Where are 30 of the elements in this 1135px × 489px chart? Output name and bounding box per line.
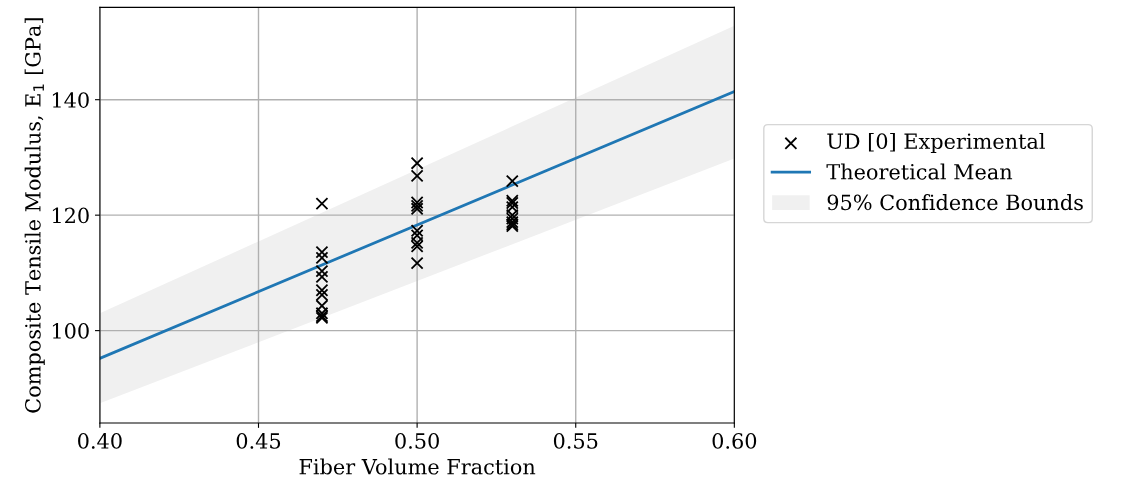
x-axis-title: Fiber Volume Fraction [299, 458, 536, 475]
legend-label: UD [0] Experimental [827, 132, 1045, 154]
point [315, 288, 329, 302]
point [410, 156, 424, 170]
x-tick-label: 0.50 [395, 433, 439, 449]
text: 95% Confidence Bounds [827, 194, 1083, 211]
point [410, 224, 424, 238]
point [410, 195, 424, 209]
point [315, 264, 329, 278]
point [505, 208, 519, 222]
point [410, 228, 424, 242]
point [505, 200, 519, 214]
point [315, 245, 329, 259]
y-tick-label: 100 [52, 323, 89, 339]
x-tick-label: 0.55 [553, 433, 598, 449]
point [410, 169, 424, 183]
point [410, 256, 424, 270]
x-tick-label: 0.40 [78, 433, 122, 449]
y-tick-label: 140 [52, 92, 89, 108]
x-tick-label: 0.60 [712, 433, 757, 449]
x-tick-label: 0.45 [236, 433, 281, 449]
point [315, 270, 329, 284]
point [315, 299, 329, 313]
point [505, 174, 519, 188]
y-tick-label: 120 [52, 207, 89, 224]
point [315, 251, 329, 265]
point [315, 197, 329, 211]
point [315, 283, 329, 297]
legend-label: Theoretical Mean [826, 163, 1013, 180]
y-axis-title: Composite Tensile Modulus, E$_{1}$ [GPa] [24, 18, 45, 413]
